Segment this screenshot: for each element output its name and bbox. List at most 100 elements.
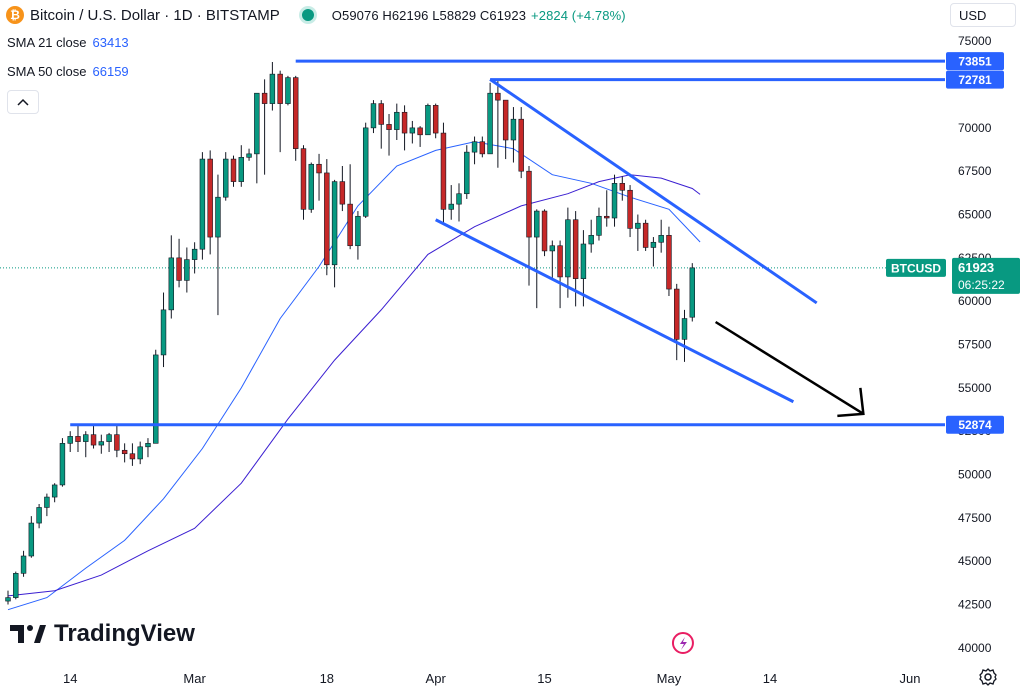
indicator-sma50[interactable]: SMA 50 close 66159: [7, 64, 129, 79]
candle-body: [67, 436, 73, 444]
y-tick-label: 55000: [958, 381, 992, 395]
level-badge: [946, 415, 1004, 434]
x-tick-label: Apr: [426, 671, 447, 686]
candle-body: [153, 354, 159, 444]
candle-body: [611, 183, 618, 219]
candle-body: [269, 73, 276, 104]
candle-body: [223, 158, 229, 198]
candle-body: [456, 193, 462, 205]
candle-body: [502, 99, 509, 141]
candle-body: [121, 449, 128, 455]
candle-body: [541, 210, 548, 252]
candle-body: [604, 215, 610, 219]
lightning-icon: [679, 637, 687, 650]
candle-body: [176, 257, 182, 281]
candle-body: [674, 288, 680, 340]
candle-body: [129, 453, 136, 460]
level-label: 52874: [958, 418, 992, 432]
candle-body: [285, 77, 291, 104]
projection-arrowhead: [837, 387, 865, 418]
candle-body: [534, 210, 540, 238]
x-tick-label: 14: [763, 671, 777, 686]
candle-body: [238, 157, 244, 182]
candle-body: [300, 148, 307, 210]
candle-body: [557, 245, 563, 278]
candle-body: [114, 434, 120, 451]
candle-body: [642, 222, 649, 248]
tradingview-logo: TradingView: [10, 620, 195, 648]
candle-body: [518, 118, 524, 172]
x-tick-label: Jun: [900, 671, 921, 686]
candle-body: [339, 181, 346, 205]
market-status-icon: [301, 9, 314, 21]
candle-body: [355, 215, 361, 247]
currency-label: USD: [959, 7, 987, 23]
y-tick-label: 67500: [958, 164, 992, 178]
y-tick-label: 57500: [958, 338, 992, 352]
candle-body: [261, 92, 268, 104]
candle-body: [145, 443, 151, 448]
sma21-line: [7, 141, 701, 611]
x-tick-label: May: [657, 671, 682, 686]
candle-body: [565, 219, 571, 278]
x-tick-label: 18: [320, 671, 334, 686]
last-price-badge: [952, 257, 1020, 294]
indicator-label: SMA 21 close: [7, 35, 87, 50]
settings-gear-icon[interactable]: [978, 667, 998, 687]
tradingview-icon: [10, 625, 46, 643]
candle-body: [90, 434, 97, 446]
candle-body: [160, 309, 167, 356]
candle-body: [215, 196, 221, 238]
y-tick-label: 75000: [958, 34, 992, 48]
candle-body: [549, 245, 556, 252]
candle-body: [292, 77, 299, 149]
bitcoin-icon: ₿: [6, 6, 24, 24]
currency-selector[interactable]: USD: [950, 3, 1016, 27]
candle-body: [409, 127, 416, 134]
candle-body: [681, 318, 688, 340]
x-tick-label: Mar: [183, 671, 206, 686]
indicator-sma21[interactable]: SMA 21 close 63413: [7, 35, 129, 50]
y-tick-label: 42500: [958, 598, 992, 612]
candle-body: [20, 555, 27, 574]
candle-body: [464, 151, 470, 195]
candle-body: [83, 434, 89, 442]
candle-body: [510, 118, 517, 141]
candle-body: [207, 158, 213, 238]
candle-body: [199, 158, 206, 250]
candle-body: [59, 443, 66, 486]
indicator-label: SMA 50 close: [7, 64, 87, 79]
candle-body: [277, 73, 283, 104]
candle-body: [230, 158, 237, 182]
collapse-indicators-button[interactable]: [7, 90, 39, 114]
candle-body: [316, 163, 322, 174]
candle-body: [362, 127, 369, 217]
candle-body: [425, 105, 431, 136]
y-tick-label: 65000: [958, 208, 992, 222]
candle-body: [627, 189, 633, 229]
countdown-label: 06:25:22: [958, 278, 1005, 292]
candle-body: [650, 241, 657, 248]
candle-body: [401, 111, 408, 134]
level-label: 73851: [958, 55, 992, 69]
candle-body: [689, 267, 695, 318]
candle-body: [13, 573, 19, 598]
candle-body: [191, 248, 198, 260]
candle-body: [98, 441, 105, 446]
candle-body: [184, 259, 190, 281]
y-tick-label: 70000: [958, 121, 992, 135]
y-tick-label: 60000: [958, 294, 992, 308]
candle-body: [386, 124, 392, 130]
x-tick-label: 14: [63, 671, 77, 686]
candle-body: [487, 92, 493, 155]
candle-body: [324, 172, 330, 266]
candle-body: [635, 222, 641, 229]
symbol-title[interactable]: Bitcoin / U.S. Dollar · 1D · BITSTAMP: [30, 6, 280, 24]
ohlc-values: O59076 H62196 L58829 C61923: [331, 7, 527, 23]
candle-body: [347, 203, 353, 247]
candle-body: [596, 215, 602, 236]
indicator-value: 63413: [92, 35, 129, 50]
candle-body: [394, 111, 400, 130]
